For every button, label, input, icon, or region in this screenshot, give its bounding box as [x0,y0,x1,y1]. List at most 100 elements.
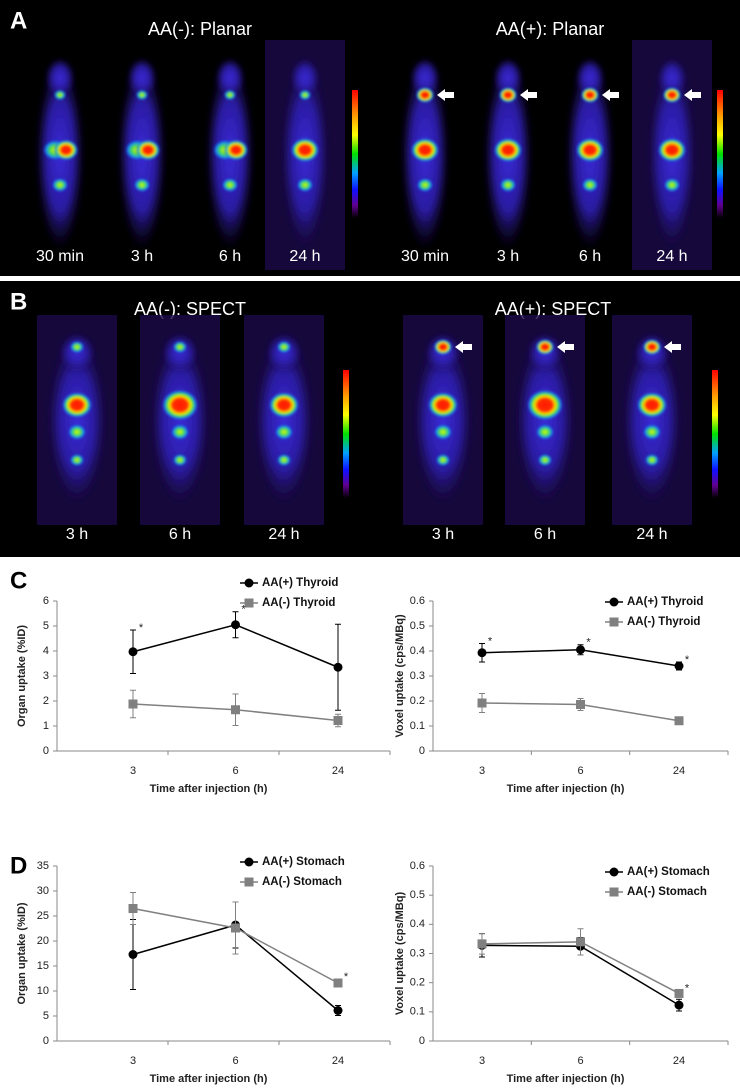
point [674,988,684,998]
y-tick-label: 0.2 [410,695,425,707]
point [477,939,487,949]
y-tick-label: 0.5 [410,889,425,901]
y-tick-label: 15 [37,960,49,972]
head [575,58,605,98]
y-tick-label: 2 [43,695,49,707]
point [128,647,138,657]
x-tick-label: 6 [232,1055,238,1067]
y-axis-title: Organ uptake (%ID) [16,625,28,727]
time-label: 24 h [636,526,667,543]
uptake-spot [664,178,680,192]
panel-title: AA(+): SPECT [495,299,612,319]
x-tick-label: 3 [479,765,485,777]
uptake-spot [416,87,434,103]
point [231,923,240,933]
y-tick-label: 5 [43,1010,49,1022]
uptake-spot [434,424,452,440]
panel-title: AA(+): Planar [496,19,605,39]
legend-label: AA(+) Thyroid [262,577,338,589]
y-tick-label: 0.1 [410,1006,425,1018]
x-tick-label: 3 [479,1055,485,1067]
legend-label: AA(+) Thyroid [627,596,703,608]
uptake-spot [417,178,433,192]
mouse-image [244,315,324,525]
uptake-spot [500,178,516,192]
head [657,58,687,98]
legend-marker [609,887,619,897]
uptake-spot [536,424,554,440]
y-tick-label: 6 [43,595,49,607]
y-tick-label: 0.2 [410,977,425,989]
x-axis-title: Time after injection (h) [150,1073,268,1085]
point [576,700,585,709]
y-tick-label: 5 [43,620,49,632]
legend-marker [244,598,254,608]
panel-label: C [10,567,27,594]
time-label: 3 h [66,526,88,543]
mouse-image [37,315,117,525]
mouse-image [632,40,712,270]
x-tick-label: 3 [130,765,136,777]
y-tick-label: 20 [37,935,49,947]
panel-label: A [10,7,27,34]
uptake-spot [645,454,659,466]
body [254,335,314,505]
panel-title: AA(-): Planar [148,19,252,39]
point [333,716,343,725]
time-label: 30 min [36,248,84,265]
legend-label: AA(-) Thyroid [262,597,335,609]
y-tick-label: 0.5 [410,620,425,632]
y-tick-label: 35 [37,860,49,872]
y-tick-label: 0.3 [410,947,425,959]
point [231,705,240,715]
x-tick-label: 6 [232,765,238,777]
uptake-spot [277,341,291,353]
time-label: 6 h [169,526,191,543]
legend-marker [609,867,619,877]
significance-mark: * [344,971,349,983]
head [59,333,95,373]
significance-mark: * [488,635,493,647]
point [477,698,487,708]
x-axis-title: Time after injection (h) [507,1073,625,1085]
mouse-image [401,58,449,250]
y-tick-label: 0.1 [410,720,425,732]
mouse-image [265,40,345,270]
x-tick-label: 6 [577,1055,583,1067]
time-label: 24 h [656,248,687,265]
uptake-spot [411,138,439,162]
point [674,1000,684,1010]
x-tick-label: 3 [130,1055,136,1067]
point [674,716,684,726]
time-label: 3 h [432,526,454,543]
mouse-image [566,58,614,250]
mouse-image [206,58,254,250]
uptake-spot [52,178,68,192]
uptake-spot [70,341,84,353]
y-tick-label: 0.3 [410,670,425,682]
arrow [557,341,574,353]
mouse-image [505,315,585,525]
point [477,648,487,658]
uptake-spot [54,139,78,161]
arrow [520,89,537,101]
panel-a-background [0,0,740,276]
panel-title: AA(-): SPECT [134,299,246,319]
uptake-spot [162,389,198,421]
uptake-spot [224,139,248,161]
point [674,661,684,671]
head [266,333,302,373]
mouse-image [36,58,84,250]
uptake-spot [136,139,160,161]
point [333,662,343,672]
time-label: 6 h [534,526,556,543]
body [622,335,682,505]
x-axis-title: Time after injection (h) [507,783,625,795]
color-bar [343,370,349,498]
arrow [437,89,454,101]
uptake-spot [436,454,450,466]
body [47,335,107,505]
head [215,58,245,98]
y-axis-title: Organ uptake (%ID) [16,902,28,1004]
uptake-spot [499,87,517,103]
